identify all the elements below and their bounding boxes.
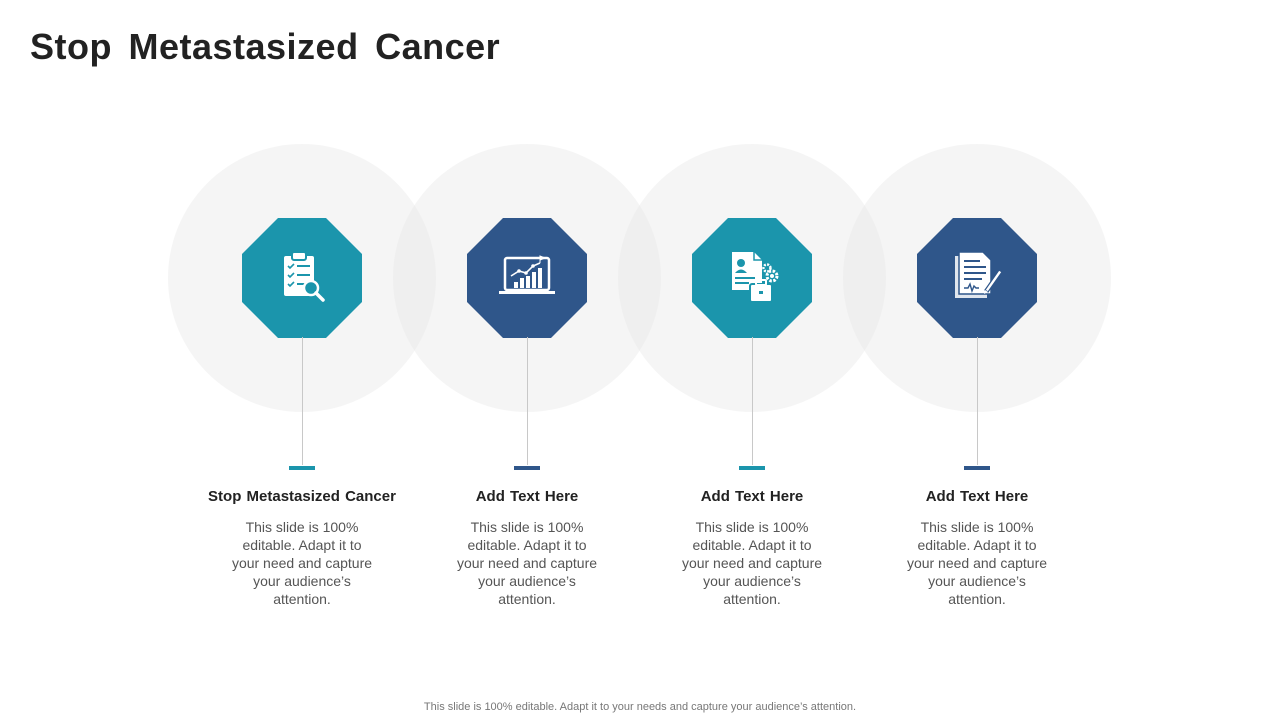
connector-line-3 (752, 337, 753, 465)
clipboard-search-icon (284, 251, 325, 302)
connector-line-4 (977, 337, 978, 465)
item-text-4: This slide is 100% editable. Adapt it to… (906, 519, 1048, 607)
item-title-1: Stop Metastasized Cancer (208, 488, 396, 505)
octagon-badge-2 (467, 218, 587, 338)
connector-line-1 (302, 337, 303, 465)
octagon-badge-3 (692, 218, 812, 338)
document-signature-icon (955, 251, 1003, 298)
accent-dash-1 (289, 466, 315, 470)
page-title: Stop Metastasized Cancer (30, 26, 501, 67)
accent-dash-4 (964, 466, 990, 470)
octagon-badge-1 (242, 218, 362, 338)
accent-dash-3 (739, 466, 765, 470)
item-text-3: This slide is 100% editable. Adapt it to… (681, 519, 823, 607)
footer-note: This slide is 100% editable. Adapt it to… (423, 701, 857, 713)
laptop-chart-icon (499, 255, 555, 294)
item-title-2: Add Text Here (475, 488, 579, 505)
item-text-2: This slide is 100% editable. Adapt it to… (456, 519, 598, 607)
item-title-3: Add Text Here (700, 488, 804, 505)
resume-briefcase-gear-icon (732, 252, 779, 303)
item-text-1: This slide is 100% editable. Adapt it to… (231, 519, 373, 607)
accent-dash-2 (514, 466, 540, 470)
item-title-4: Add Text Here (925, 488, 1029, 505)
octagon-badge-4 (917, 218, 1037, 338)
connector-line-2 (527, 337, 528, 465)
